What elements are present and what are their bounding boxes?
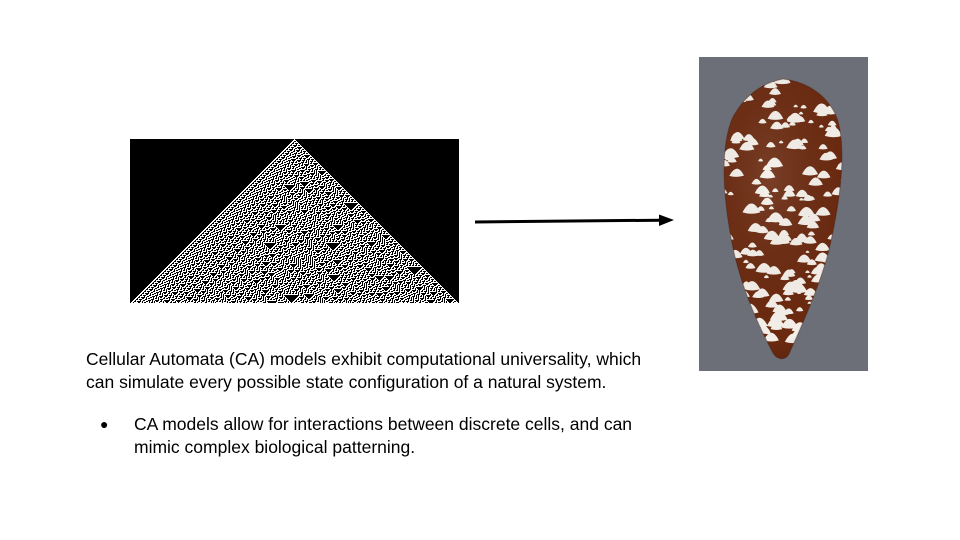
bullet-icon: ● — [100, 416, 109, 432]
bullet-text: CA models allow for interactions between… — [134, 414, 633, 457]
cellular-automaton-image — [130, 139, 459, 303]
cone-shell-photo — [699, 57, 868, 371]
body-text: Cellular Automata (CA) models exhibit co… — [86, 348, 646, 459]
main-paragraph: Cellular Automata (CA) models exhibit co… — [86, 349, 642, 392]
right-arrow-icon — [474, 214, 674, 226]
bullet-list: ● CA models allow for interactions betwe… — [86, 413, 646, 459]
list-item: ● CA models allow for interactions betwe… — [86, 413, 646, 459]
